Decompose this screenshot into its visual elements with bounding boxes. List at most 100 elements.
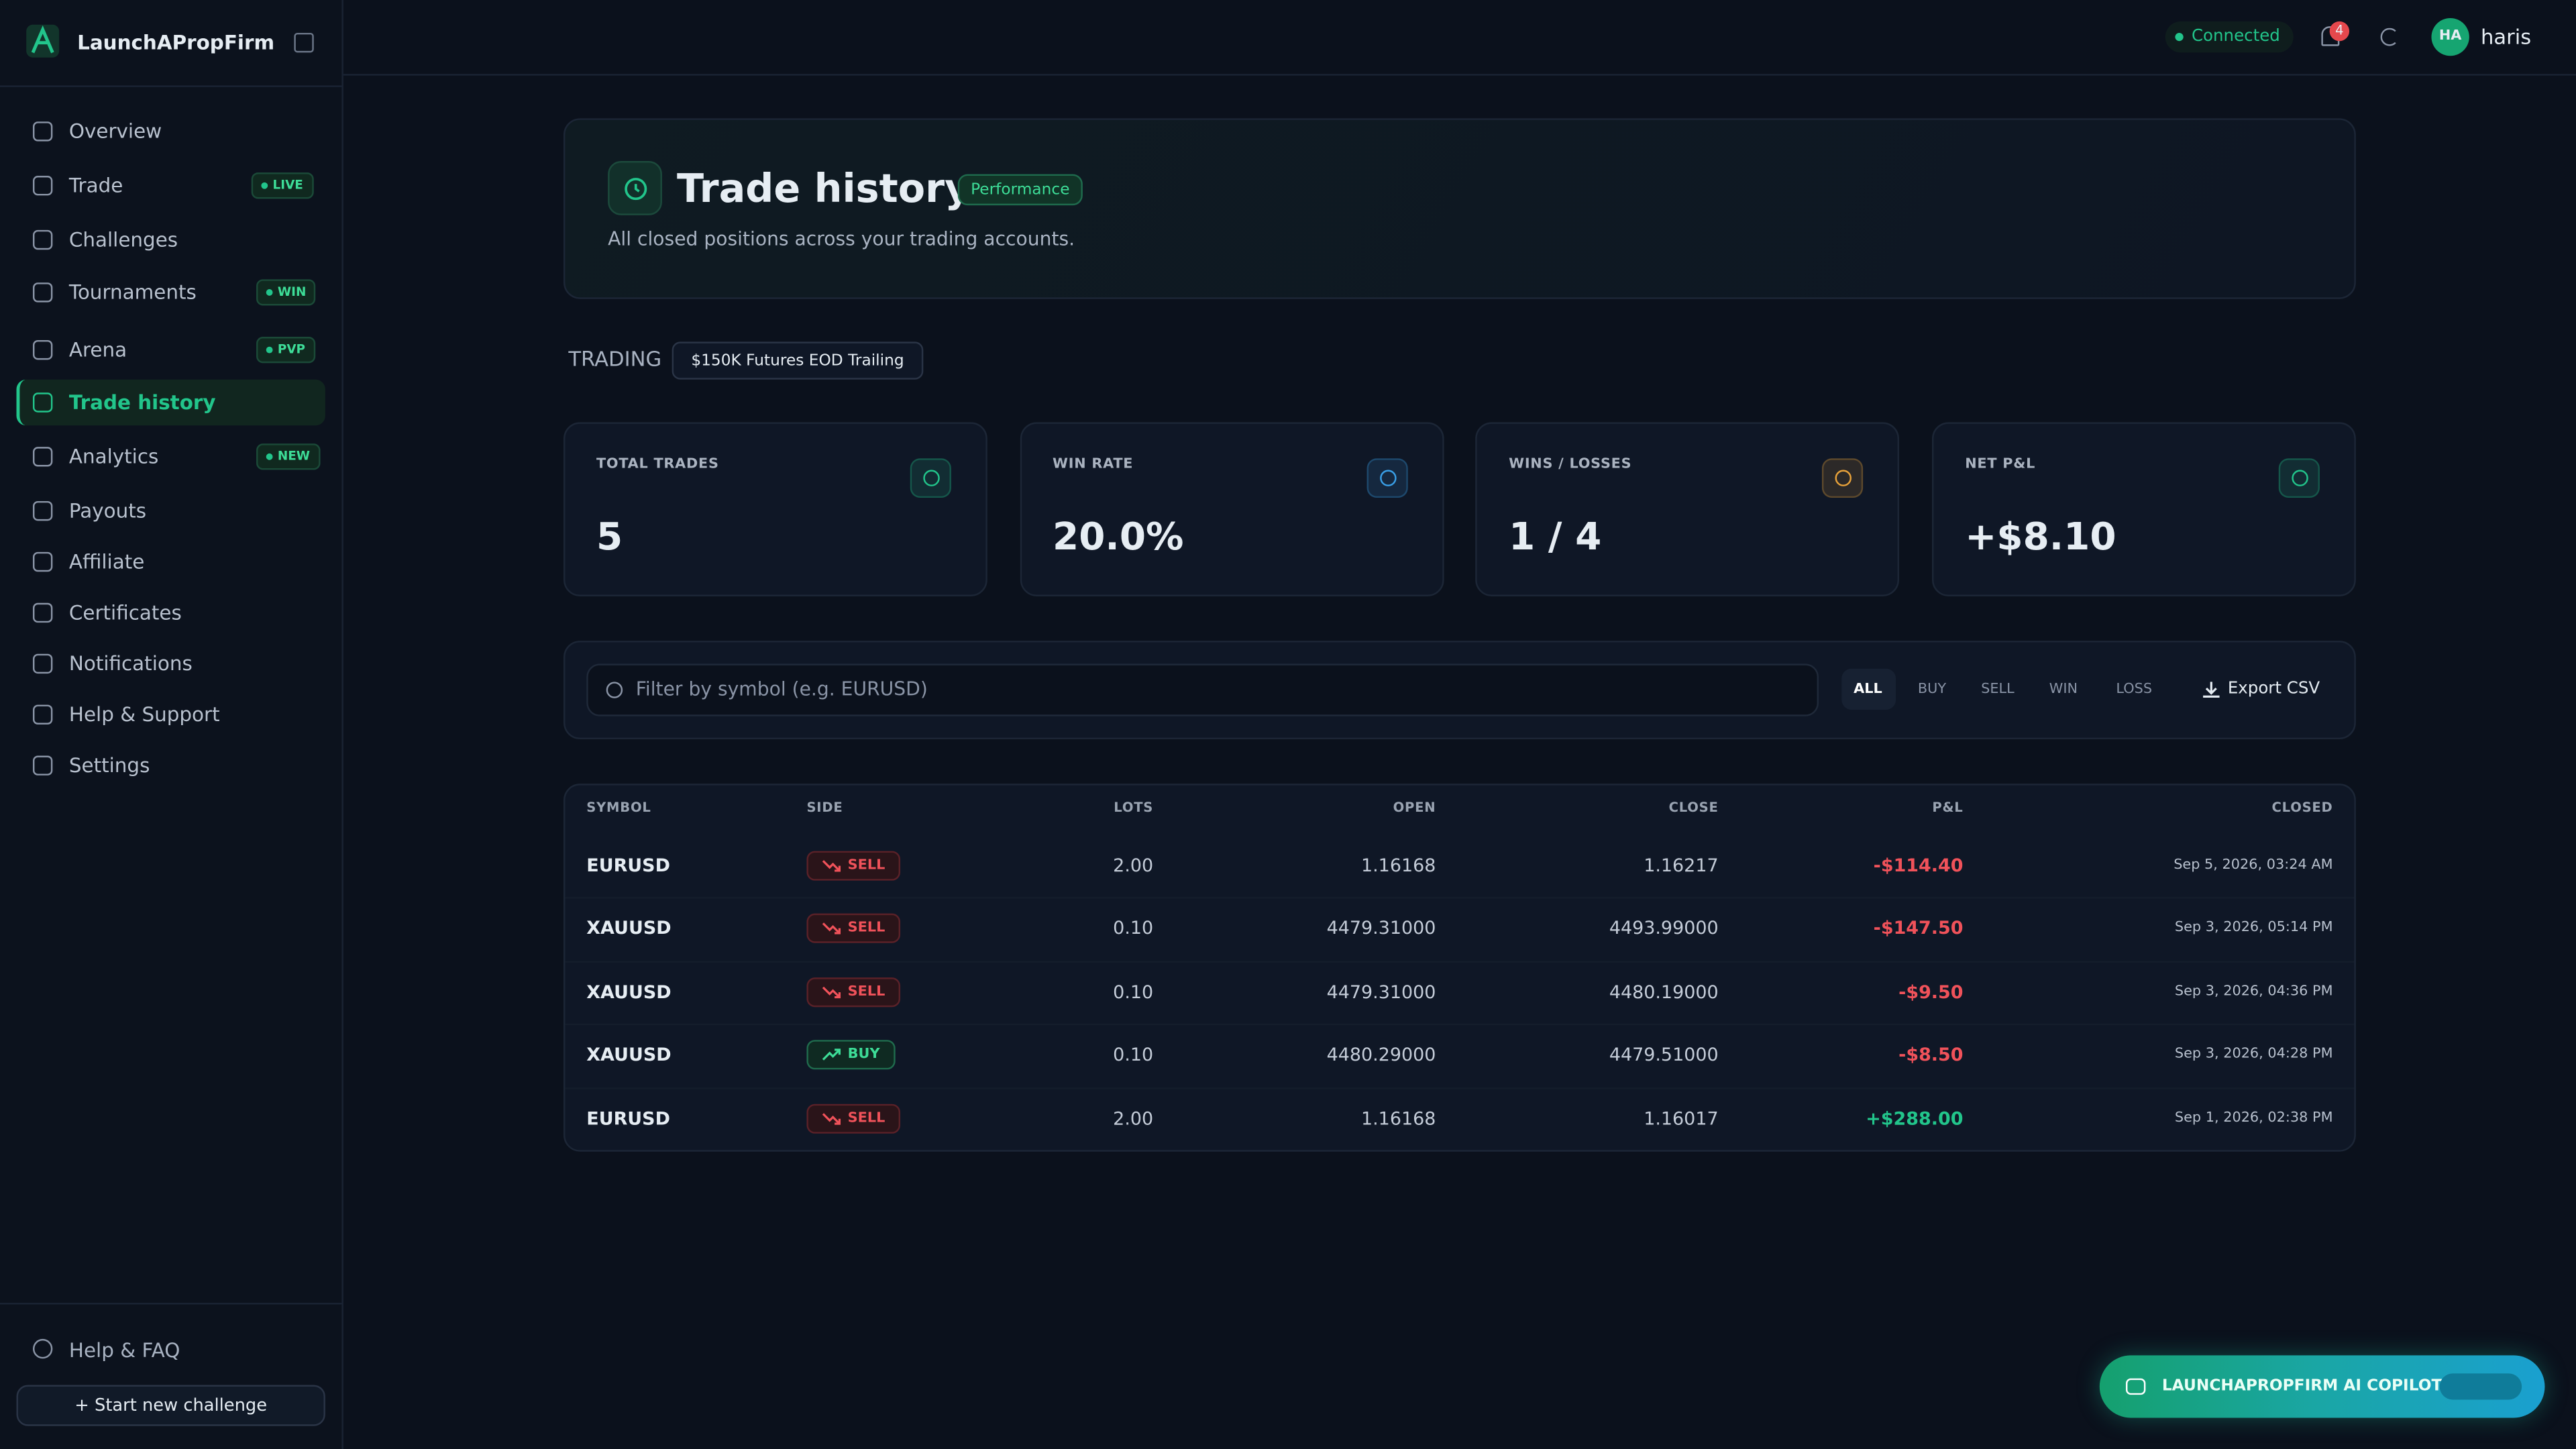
open-price: 4480.29000 <box>1326 1044 1436 1066</box>
side-icon <box>822 1113 841 1125</box>
side-badge: SELL <box>806 851 900 881</box>
new-challenge-label: + Start new challenge <box>74 1395 268 1415</box>
lots: 0.10 <box>1113 917 1154 939</box>
column-header: CLOSED <box>2271 800 2333 815</box>
column-header: CLOSE <box>1668 800 1719 815</box>
badge-dot <box>261 182 268 189</box>
theme-toggle[interactable] <box>2380 28 2399 46</box>
close-price: 4479.51000 <box>1609 1044 1719 1066</box>
stat-value: 20.0% <box>1053 517 1184 559</box>
closed-time: Sep 3, 2026, 04:36 PM <box>2174 983 2333 1000</box>
open-price: 1.16168 <box>1360 855 1436 877</box>
closed-time: Sep 3, 2026, 05:14 PM <box>2174 919 2333 936</box>
filter-option[interactable]: SELL <box>1981 681 2015 698</box>
nav: Overview Trade LIVE Challenges Tournaments WI… <box>0 0 341 821</box>
closed-time: Sep 5, 2026, 03:24 AM <box>2174 857 2333 874</box>
stats: TOTAL TRADES 5 WIN RATE 20.0% WINS / LOSSES 1… <box>0 0 2576 657</box>
collapse-button[interactable] <box>294 32 314 53</box>
search-icon <box>606 682 623 698</box>
nav-icon <box>32 551 53 572</box>
nav-item[interactable]: Tournaments <box>68 280 197 305</box>
search-input[interactable]: Filter by symbol (e.g. EURUSD) <box>586 663 1819 716</box>
side-icon <box>822 986 841 999</box>
stat-icon-glyph <box>1379 470 1396 486</box>
status-label: Connected <box>2191 28 2280 46</box>
nav-item[interactable]: Trade history <box>68 390 216 415</box>
nav-item[interactable]: Challenges <box>68 228 178 252</box>
export-label: Export CSV <box>2227 680 2320 698</box>
account-pill[interactable]: $150K Futures EOD Trailing <box>672 341 924 380</box>
column-header: OPEN <box>1393 800 1436 815</box>
new-challenge-button[interactable]: + Start new challenge <box>16 1385 325 1426</box>
trade-table: SYMBOL SIDE LOTS OPEN CLOSE P&L CLOSED EURUSD SE… <box>565 800 2355 1134</box>
side-badge: BUY <box>806 1040 895 1070</box>
filter-option[interactable]: ALL <box>1854 681 1882 698</box>
nav-badge: LIVE <box>251 172 313 199</box>
nav-item[interactable]: Certificates <box>68 601 182 625</box>
nav-item[interactable]: Help & Support <box>68 703 220 727</box>
search-placeholder: Filter by symbol (e.g. EURUSD) <box>635 677 928 700</box>
nav-item[interactable]: Settings <box>68 754 150 777</box>
filter-option[interactable]: LOSS <box>2116 681 2153 698</box>
badge-dot <box>266 346 273 354</box>
lots: 2.00 <box>1113 1108 1154 1130</box>
copilot-label: LAUNCHAPROPFIRM AI COPILOT <box>2161 1377 2443 1395</box>
stat-icon <box>2278 458 2320 498</box>
side-badge: SELL <box>806 977 900 1008</box>
export-icon <box>2203 682 2220 698</box>
copilot-button[interactable]: LAUNCHAPROPFIRM AI COPILOT <box>2099 1355 2545 1418</box>
copilot-icon <box>2125 1378 2146 1395</box>
help-link[interactable]: Help & FAQ <box>68 1338 180 1362</box>
close-price: 1.16217 <box>1644 855 1719 877</box>
side-icon <box>822 1049 841 1061</box>
column-header: P&L <box>1932 800 1964 815</box>
status-dot <box>2175 32 2184 42</box>
avatar[interactable]: HA <box>2431 17 2469 56</box>
notification-count: 4 <box>2329 21 2350 42</box>
nav-item[interactable]: Notifications <box>68 652 193 676</box>
filter-option[interactable]: WIN <box>2049 681 2078 698</box>
nav-item[interactable]: Payouts <box>68 499 147 523</box>
nav-icon <box>32 282 53 303</box>
row-divider <box>565 897 2355 899</box>
lots: 0.10 <box>1113 981 1154 1004</box>
nav-item[interactable]: Analytics <box>68 445 159 468</box>
stat-icon <box>1366 458 1408 498</box>
page-title: Trade history <box>676 166 971 212</box>
nav-item[interactable]: Trade <box>68 174 123 197</box>
export-button[interactable]: Export CSV <box>2192 670 2330 710</box>
username: haris <box>2480 24 2532 49</box>
nav-item[interactable]: Affiliate <box>68 550 145 574</box>
pnl: -$114.40 <box>1873 855 1964 877</box>
nav-item[interactable]: Arena <box>68 338 127 362</box>
close-price: 1.16017 <box>1644 1108 1719 1130</box>
header-icon <box>608 161 662 215</box>
nav-item[interactable]: Overview <box>68 119 162 144</box>
nav-icon <box>32 755 53 775</box>
stat-icon <box>910 458 951 498</box>
symbol: XAUUSD <box>586 1044 672 1066</box>
stat-label: TOTAL TRADES <box>596 456 719 473</box>
column-header: LOTS <box>1114 800 1154 815</box>
stat-icon-glyph <box>1835 470 1852 486</box>
stat-value: 5 <box>596 517 623 559</box>
account-label: TRADING <box>568 346 662 371</box>
nav-icon <box>32 447 53 467</box>
table-card <box>564 784 2356 1152</box>
filter-option[interactable]: BUY <box>1917 681 1947 698</box>
open-price: 1.16168 <box>1360 1108 1436 1130</box>
nav-badge: NEW <box>256 443 320 470</box>
subtitle: All closed positions across your trading… <box>608 227 1075 250</box>
row-divider <box>565 1023 2355 1026</box>
logo-icon <box>31 25 54 54</box>
nav-icon <box>32 392 53 413</box>
lots: 0.10 <box>1113 1044 1154 1066</box>
nav-icon <box>32 121 53 142</box>
side-icon <box>822 860 841 872</box>
history-icon <box>625 178 647 201</box>
pnl: +$288.00 <box>1866 1108 1964 1130</box>
row-divider <box>565 961 2355 963</box>
stat-label: WIN RATE <box>1053 456 1134 473</box>
brand: LaunchAPropFirm <box>77 31 275 54</box>
stat-value: +$8.10 <box>1965 517 2116 559</box>
